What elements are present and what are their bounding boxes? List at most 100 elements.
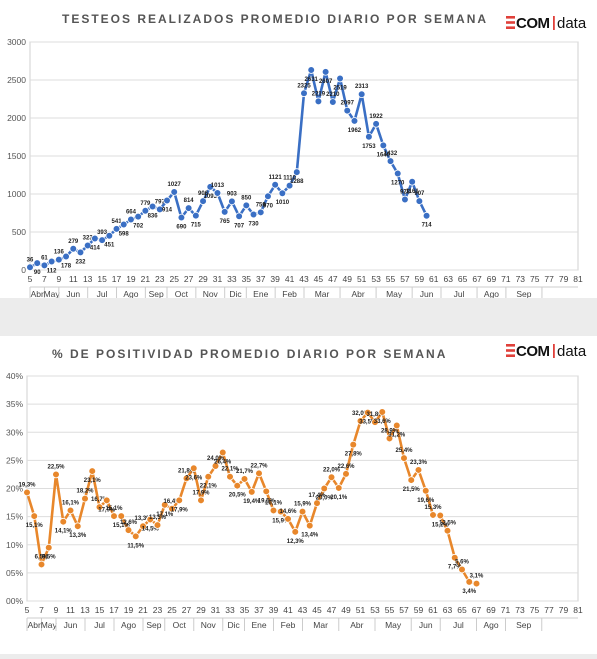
tests-month-label: Ago <box>123 289 138 298</box>
tests-data-label: 451 <box>104 243 115 249</box>
positivity-xtick-label: 37 <box>254 605 264 615</box>
tests-data-point <box>127 215 135 224</box>
tests-data-point <box>386 157 395 165</box>
tests-data-label: 2519 <box>333 86 347 92</box>
positivity-chart-panel: % DE POSITIVIDAD PROMEDIO DIARIO POR SEM… <box>0 336 597 654</box>
positivity-data-label: 15,3% <box>424 505 442 511</box>
tests-month-label: Feb <box>282 289 297 298</box>
tests-data-point <box>192 211 200 220</box>
positivity-data-label: 15,9% <box>272 519 290 525</box>
positivity-data-label: 24,0% <box>207 456 225 462</box>
tests-data-label: 598 <box>119 232 130 238</box>
positivity-data-label: 14,5% <box>142 526 160 532</box>
positivity-month-label: Mar <box>313 620 328 630</box>
brand-mark-icon <box>506 344 515 357</box>
tests-xtick-label: 31 <box>213 274 223 284</box>
tests-month-label: Jun <box>66 289 80 298</box>
positivity-chart-title: % DE POSITIVIDAD PROMEDIO DIARIO POR SEM… <box>52 347 447 361</box>
positivity-xtick-label: 77 <box>544 605 554 615</box>
tests-data-label: 759 <box>256 202 267 208</box>
tests-data-point <box>26 263 34 272</box>
tests-xtick-label: 19 <box>126 274 136 284</box>
positivity-data-label: 16,7% <box>91 497 109 503</box>
positivity-data-label: 19,3% <box>18 482 36 488</box>
positivity-data-point <box>37 560 46 569</box>
positivity-data-label: 32,0% <box>352 411 370 417</box>
positivity-xtick-label: 69 <box>486 605 496 615</box>
positivity-xtick-label: 57 <box>399 605 409 615</box>
tests-month-label: Abr <box>31 289 44 298</box>
positivity-xtick-label: 55 <box>385 605 395 615</box>
positivity-data-point <box>392 421 401 430</box>
brand-logo: COM data <box>506 343 587 360</box>
positivity-chart: % DE POSITIVIDAD PROMEDIO DIARIO POR SEM… <box>6 343 587 631</box>
positivity-data-label: 33,5% <box>359 420 377 426</box>
positivity-data-point <box>240 475 249 483</box>
positivity-data-point <box>421 486 430 495</box>
positivity-data-label: 13,3% <box>69 533 87 539</box>
tests-xtick-label: 53 <box>371 274 381 284</box>
positivity-ytick-label: 40% <box>6 371 23 381</box>
tests-data-point <box>112 225 121 233</box>
tests-data-point <box>329 98 337 106</box>
positivity-data-label: 20,0% <box>316 496 334 502</box>
positivity-xtick-label: 25 <box>167 605 177 615</box>
positivity-data-label: 25,4% <box>395 448 413 454</box>
tests-data-point <box>213 189 222 197</box>
positivity-xtick-label: 15 <box>95 605 105 615</box>
tests-data-label: 36 <box>27 257 34 263</box>
positivity-data-point <box>139 522 147 530</box>
positivity-xtick-label: 31 <box>211 605 221 615</box>
tests-month-label: May <box>44 289 61 298</box>
tests-data-point <box>76 248 85 257</box>
tests-data-label: 2607 <box>319 79 333 85</box>
positivity-data-point <box>30 512 39 520</box>
tests-xtick-label: 43 <box>299 274 309 284</box>
tests-data-point <box>249 210 258 219</box>
positivity-data-label: 17,9% <box>98 507 116 513</box>
tests-data-point <box>336 74 344 83</box>
positivity-data-point <box>400 454 408 462</box>
tests-data-point <box>220 208 229 216</box>
tests-month-label: Sep <box>149 289 164 298</box>
positivity-month-label: Dic <box>227 620 240 630</box>
positivity-data-point <box>204 472 213 481</box>
positivity-data-label: 20,5% <box>229 493 247 499</box>
tests-data-point <box>343 106 352 115</box>
positivity-ytick-label: 00% <box>6 596 23 606</box>
tests-data-point <box>393 169 402 178</box>
positivity-data-point <box>291 528 300 536</box>
positivity-xtick-label: 41 <box>283 605 293 615</box>
tests-xtick-label: 61 <box>429 274 439 284</box>
positivity-data-label: 15,9% <box>294 502 312 508</box>
positivity-data-point <box>414 466 423 474</box>
positivity-xtick-label: 43 <box>298 605 308 615</box>
tests-xtick-label: 51 <box>357 274 367 284</box>
positivity-data-label: 33,6% <box>374 419 392 425</box>
positivity-month-label: Jul <box>94 620 105 630</box>
positivity-data-label: 22,7% <box>250 463 268 469</box>
brand-logo: COM data <box>506 15 587 32</box>
positivity-data-point <box>226 472 234 481</box>
tests-data-point <box>256 208 265 217</box>
positivity-data-point <box>131 532 140 541</box>
positivity-data-label: 14,6% <box>279 509 297 515</box>
positivity-data-label: 22,6% <box>337 464 355 470</box>
tests-data-label: 1270 <box>391 180 405 186</box>
positivity-data-label: 16,1% <box>62 500 80 506</box>
tests-ytick-label: 500 <box>12 227 26 237</box>
positivity-data-point <box>385 434 394 443</box>
positivity-plot-area: 00%05%10%15%20%25%30%35%40%5 7 9 11 13 15 17 19… <box>6 371 583 631</box>
tests-data-point <box>40 261 49 270</box>
positivity-data-point <box>378 408 387 416</box>
positivity-data-label: 23,6% <box>185 475 203 481</box>
tests-xtick-label: 45 <box>314 274 324 284</box>
tests-xtick-label: 11 <box>69 274 78 284</box>
positivity-data-point <box>276 507 285 516</box>
tests-xtick-label: 55 <box>386 274 396 284</box>
positivity-data-label: 15,1% <box>105 506 123 512</box>
tests-data-label: 730 <box>249 222 260 228</box>
positivity-data-point <box>73 522 82 530</box>
tests-data-label: 715 <box>191 223 202 229</box>
tests-data-label: 765 <box>220 219 231 225</box>
